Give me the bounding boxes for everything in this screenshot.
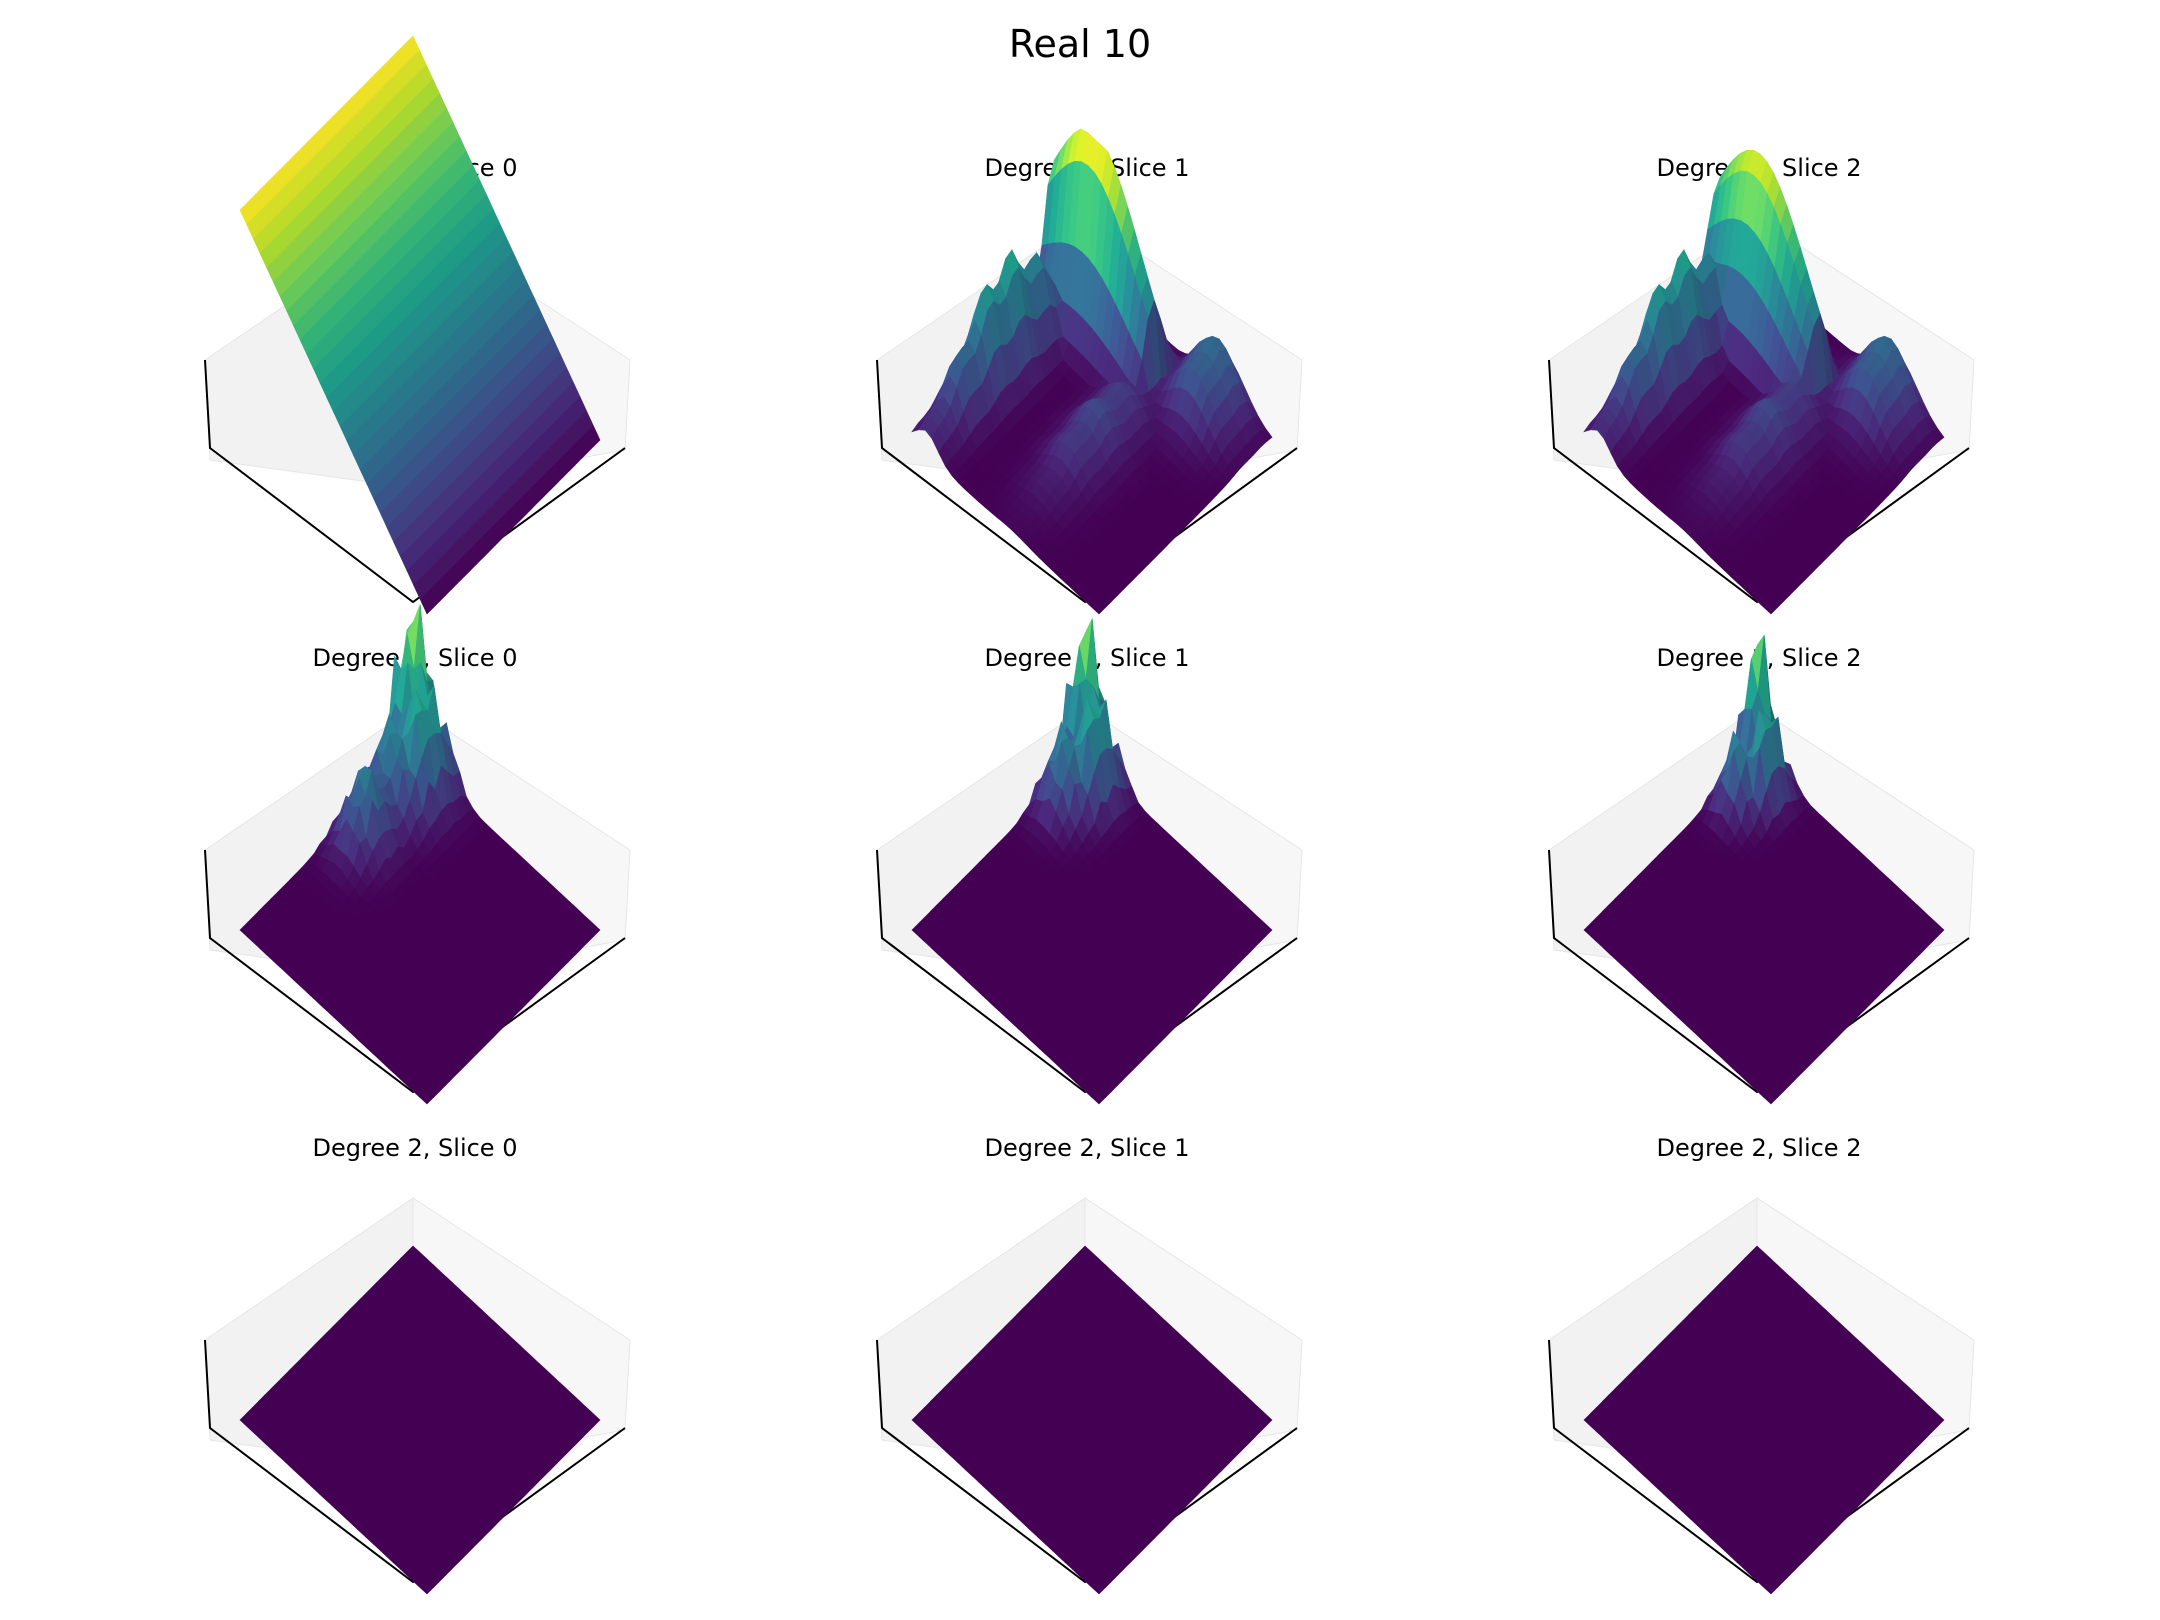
axis-lines xyxy=(1548,359,1970,604)
panel-degree-1-slice-2: Degree 1, Slice 2 xyxy=(1548,634,1975,1105)
surface xyxy=(911,128,1273,615)
panel-degree-2-slice-0: Degree 2, Slice 0 xyxy=(204,1134,631,1595)
surface xyxy=(1583,149,1945,615)
panel-title: Degree 2, Slice 0 xyxy=(313,1134,518,1162)
axis-lines xyxy=(204,359,626,604)
axis-lines xyxy=(876,359,1298,604)
surface xyxy=(239,35,601,615)
panel-degree-1-slice-0: Degree 1, Slice 0 xyxy=(204,604,631,1105)
surface-cell xyxy=(419,592,434,615)
surface-cell xyxy=(1091,601,1106,615)
panel-degree-0-slice-0: Degree 0, Slice 0 xyxy=(204,35,631,615)
figure-title: Real 10 xyxy=(1008,22,1152,66)
panel-degree-1-slice-1: Degree 1, Slice 1 xyxy=(876,617,1303,1105)
panel-degree-0-slice-1: Degree 0, Slice 1 xyxy=(876,128,1303,615)
panel-degree-0-slice-2: Degree 0, Slice 2 xyxy=(1548,149,1975,615)
